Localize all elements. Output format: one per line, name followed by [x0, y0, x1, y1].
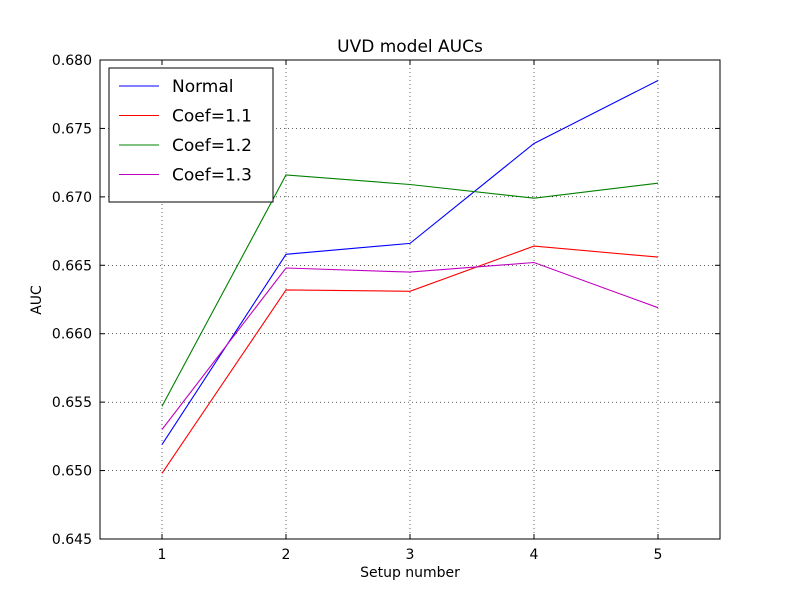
x-tick-label: 4	[530, 547, 539, 563]
legend: Normal Coef=1.1 Coef=1.2 Coef=1.3	[108, 67, 274, 203]
y-tick-label: 0.675	[52, 121, 92, 137]
legend-label: Normal	[172, 77, 234, 97]
legend-label: Coef=1.3	[172, 166, 252, 186]
x-tick-label: 1	[158, 547, 167, 563]
chart-title: UVD model AUCs	[337, 37, 483, 57]
axis-ticks: 1 2 3 4 5 0.645 0.650 0.655 0.660 0.665 0.670 0.675…	[52, 53, 720, 563]
y-tick-label: 0.645	[52, 532, 92, 548]
series-line-coef-1-1	[161, 245, 659, 474]
y-tick-label: 0.670	[52, 190, 92, 206]
x-axis-label: Setup number	[360, 565, 460, 581]
series-line-coef-1-3	[161, 261, 659, 430]
x-tick-label: 3	[406, 547, 415, 563]
series-line-coef-1-2	[161, 174, 659, 407]
legend-label: Coef=1.1	[172, 107, 252, 127]
y-tick-label: 0.665	[52, 258, 92, 274]
y-tick-label: 0.680	[52, 53, 92, 69]
y-axis-label: AUC	[29, 285, 45, 315]
y-tick-label: 0.660	[52, 327, 92, 343]
series-lines	[161, 80, 659, 474]
x-tick-label: 2	[282, 547, 291, 563]
y-tick-label: 0.655	[52, 395, 92, 411]
legend-label: Coef=1.2	[172, 136, 252, 156]
y-tick-label: 0.650	[52, 464, 92, 480]
series-line-normal	[161, 80, 659, 445]
legend-box	[108, 67, 274, 203]
x-tick-label: 5	[654, 547, 663, 563]
